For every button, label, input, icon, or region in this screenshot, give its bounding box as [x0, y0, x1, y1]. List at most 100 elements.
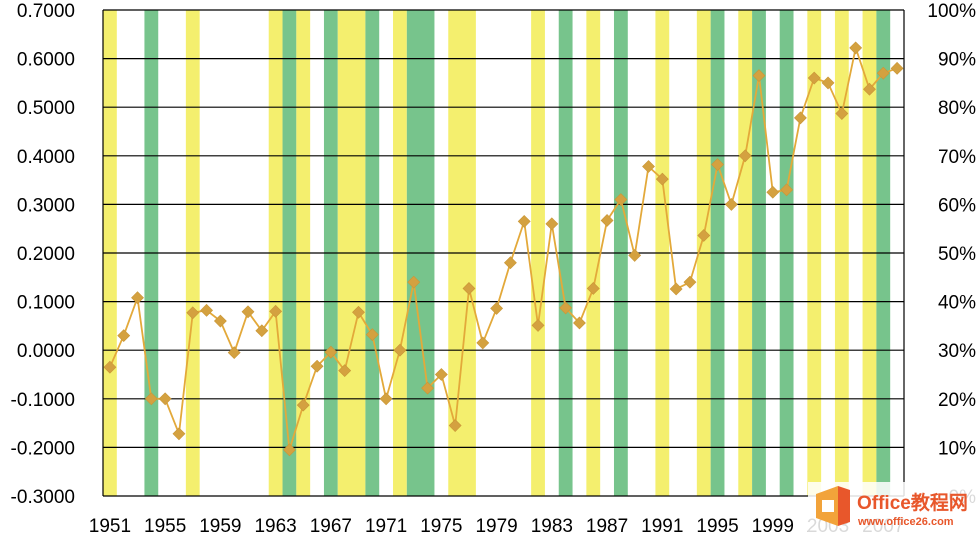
x-tick-label: 1999: [752, 516, 794, 536]
data-point-1967: [324, 345, 338, 359]
y-left-axis-ticks: 0.7000 0.6000 0.5000 0.4000 0.3000 0.2000 0.10…: [11, 1, 75, 508]
y-left-tick-label: 0.1000: [17, 293, 75, 314]
y-right-tick-label: 100%: [927, 1, 976, 22]
y-left-tick-label: -0.2000: [11, 438, 75, 459]
data-point-1963: [269, 304, 283, 318]
watermark: Office教程网 www.office26.com: [808, 482, 980, 536]
y-right-tick-label: 20%: [938, 390, 976, 411]
data-point-2006: [863, 82, 876, 96]
data-point-1953: [131, 291, 144, 305]
data-point-1973: [407, 275, 421, 289]
y-left-tick-label: 0.5000: [17, 98, 75, 119]
data-point-2003: [821, 76, 835, 90]
data-point-1972: [393, 343, 407, 357]
data-point-1997: [738, 149, 752, 163]
data-point-1977: [462, 282, 476, 295]
x-tick-label: 1971: [365, 516, 407, 536]
x-tick-label: 1983: [531, 516, 573, 536]
data-point-2007: [876, 66, 890, 80]
data-point-2000: [780, 183, 794, 197]
data-point-1982: [531, 318, 545, 332]
data-point-1985: [573, 316, 586, 330]
series-line: [109, 44, 898, 451]
data-point-2008: [890, 61, 904, 75]
y-left-tick-label: 0.7000: [17, 1, 75, 22]
data-point-2002: [807, 71, 821, 85]
data-point-2001: [793, 111, 807, 125]
data-point-1986: [586, 282, 600, 295]
data-point-1988: [614, 193, 628, 206]
y-right-tick-label: 60%: [938, 195, 976, 216]
data-point-1978: [476, 336, 490, 350]
data-point-1981: [517, 214, 531, 228]
data-point-1990: [642, 160, 655, 173]
watermark-brand: Office教程网: [857, 491, 968, 514]
data-point-1976: [448, 419, 462, 432]
y-right-tick-label: 40%: [938, 293, 976, 314]
data-point-1995: [711, 158, 724, 171]
data-point-1956: [172, 427, 186, 441]
data-point-1992: [669, 282, 683, 296]
y-right-tick-label: 80%: [938, 98, 976, 119]
data-point-1951: [103, 360, 117, 374]
data-point-1971: [379, 392, 393, 406]
data-point-1993: [683, 275, 697, 289]
x-tick-label: 1987: [586, 516, 628, 536]
y-right-axis-ticks: 100%90%80%70%60%50%40%30%20%10%0%: [927, 1, 976, 508]
data-point-1994: [697, 229, 711, 242]
data-point-1983: [545, 217, 559, 231]
data-point-1958: [200, 303, 214, 317]
y-left-tick-label: 0.6000: [17, 50, 75, 71]
data-point-1966: [310, 359, 324, 373]
data-point-1965: [296, 398, 310, 412]
x-tick-label: 1959: [199, 516, 241, 536]
office-logo-icon: [816, 486, 850, 526]
x-tick-label: 1995: [696, 516, 738, 536]
x-tick-label: 1979: [475, 516, 517, 536]
data-point-1979: [490, 301, 504, 315]
data-point-1984: [559, 301, 573, 315]
data-point-1996: [724, 197, 738, 211]
data-point-1968: [338, 364, 352, 378]
data-point-1975: [434, 368, 448, 381]
x-tick-label: 1963: [254, 516, 296, 536]
data-point-1961: [241, 305, 255, 319]
y-left-tick-label: -0.1000: [11, 390, 75, 411]
data-point-1952: [117, 329, 131, 343]
data-point-1980: [503, 256, 517, 270]
gridlines: [102, 9, 905, 497]
data-point-1969: [352, 305, 365, 319]
data-point-1964: [283, 443, 296, 457]
data-point-1991: [655, 172, 669, 186]
data-point-1998: [752, 69, 766, 83]
data-point-1989: [628, 249, 642, 262]
y-right-tick-label: 50%: [938, 244, 976, 265]
x-tick-label: 1955: [144, 516, 186, 536]
y-right-tick-label: 10%: [938, 438, 976, 459]
data-point-2004: [835, 107, 849, 120]
data-point-1999: [766, 185, 780, 199]
x-tick-label: 1951: [89, 516, 131, 536]
y-left-tick-label: 0.2000: [17, 244, 75, 265]
y-left-tick-label: -0.3000: [11, 487, 75, 508]
data-point-1960: [227, 346, 241, 360]
watermark-url: www.office26.com: [857, 516, 954, 528]
data-point-2005: [849, 41, 863, 55]
data-point-1987: [600, 214, 614, 227]
x-tick-label: 1975: [420, 516, 462, 536]
data-point-1962: [255, 324, 269, 338]
series-markers: [103, 41, 904, 457]
y-right-tick-label: 90%: [938, 50, 976, 71]
data-point-1974: [421, 381, 434, 395]
data-point-1959: [213, 314, 227, 328]
x-axis-ticks: 1951 1955 1959 1963 1967 1971 1975 1979 1983 1987…: [89, 516, 905, 536]
data-point-1970: [365, 328, 379, 342]
y-right-tick-label: 30%: [938, 341, 976, 362]
series-polyline: [109, 44, 898, 451]
data-point-1955: [158, 392, 172, 406]
y-right-tick-label: 70%: [938, 147, 976, 168]
y-left-tick-label: 0.4000: [17, 147, 75, 168]
y-left-tick-label: 0.3000: [17, 195, 75, 216]
data-point-1957: [186, 306, 200, 320]
